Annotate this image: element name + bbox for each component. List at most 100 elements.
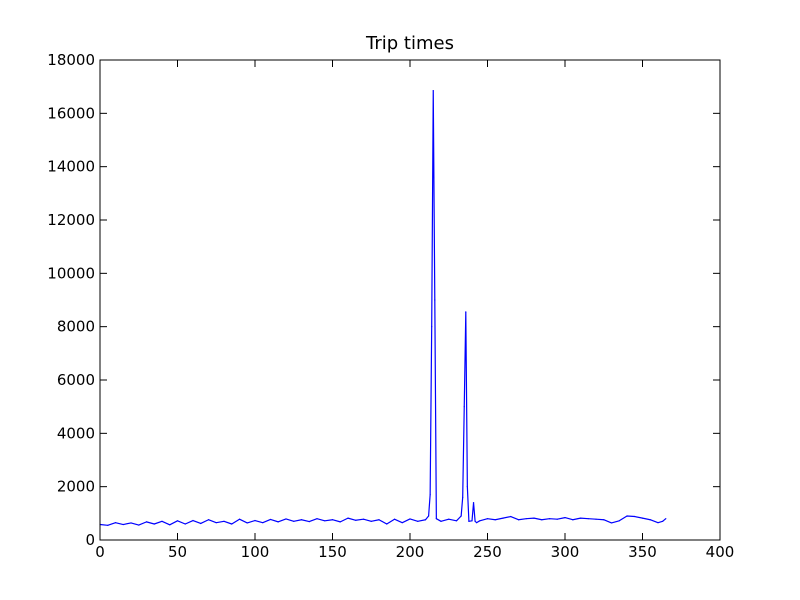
data-point [556, 518, 558, 520]
data-point [465, 311, 467, 313]
data-point [494, 519, 496, 521]
data-point [626, 515, 628, 517]
data-point [486, 518, 489, 520]
data-point [564, 517, 566, 519]
data-point [610, 522, 613, 524]
plot-frame [99, 59, 721, 541]
data-point [460, 515, 462, 517]
data-point [665, 518, 667, 520]
data-point [641, 517, 644, 519]
data-point [331, 519, 334, 521]
data-point [277, 521, 279, 523]
data-point [471, 520, 473, 522]
data-point [145, 521, 148, 523]
data-point [634, 515, 636, 518]
data-point [587, 518, 589, 520]
data-point [474, 520, 476, 522]
y-tick-label: 8000 [57, 318, 95, 336]
data-point [269, 518, 272, 521]
data-point [548, 518, 551, 520]
x-tick-label: 200 [396, 543, 425, 561]
data-point [169, 524, 171, 526]
x-tick-label: 350 [628, 543, 657, 561]
x-tick-label: 50 [168, 543, 187, 561]
data-point [432, 90, 434, 92]
data-point [161, 520, 163, 522]
data-point [254, 519, 256, 522]
data-point [324, 520, 326, 522]
data-point [476, 522, 478, 524]
y-tick-label: 4000 [57, 424, 95, 442]
data-point [378, 519, 380, 521]
y-axis-ticks: 0 2000 4000 6000 8000 10000 12000 14000 16000 180… [47, 51, 720, 549]
data-point [434, 299, 436, 301]
data-point [130, 522, 132, 524]
data-point [417, 520, 419, 522]
data-point [362, 518, 365, 520]
data-point [339, 521, 341, 523]
y-tick-label: 14000 [47, 158, 95, 176]
data-point [662, 520, 664, 522]
data-point [424, 519, 427, 521]
data-point [138, 524, 140, 526]
data-point [207, 519, 210, 521]
data-point [479, 520, 481, 522]
data-point [448, 518, 450, 520]
data-point [657, 522, 659, 524]
data-point [466, 486, 468, 488]
data-point [176, 520, 179, 522]
data-point [572, 519, 574, 521]
data-point [618, 520, 620, 522]
data-point [192, 519, 194, 522]
data-point [231, 523, 233, 525]
data-point [472, 502, 475, 504]
data-point [308, 521, 310, 523]
data-point [184, 523, 186, 525]
y-tick-label: 18000 [47, 51, 95, 69]
y-tick-label: 2000 [57, 478, 95, 496]
data-point [370, 520, 372, 522]
data-point [541, 519, 543, 521]
x-tick-label: 400 [706, 543, 735, 561]
data-point [347, 517, 349, 519]
data-point [525, 518, 527, 520]
data-point [285, 518, 287, 520]
data-point [409, 518, 411, 520]
data-point [246, 522, 248, 524]
data-point [431, 326, 433, 328]
data-point [462, 496, 464, 498]
data-point [603, 519, 605, 521]
data-point [215, 522, 217, 524]
data-point [238, 518, 241, 520]
x-tick-label: 0 [95, 543, 105, 561]
data-point [114, 522, 117, 524]
data-point [463, 406, 465, 408]
y-tick-label: 10000 [47, 264, 95, 282]
data-point [223, 520, 225, 522]
data-point [316, 518, 318, 520]
data-point [649, 519, 651, 521]
data-point [435, 518, 437, 520]
data-point [510, 515, 512, 518]
data-point [293, 520, 295, 522]
x-tick-label: 250 [473, 543, 502, 561]
x-tick-label: 150 [318, 543, 347, 561]
data-point [502, 517, 504, 519]
data-point [468, 520, 470, 522]
x-tick-label: 300 [551, 543, 580, 561]
data-point [401, 522, 403, 524]
data-point [440, 520, 442, 522]
data-point [200, 522, 202, 525]
data-point [386, 523, 388, 525]
y-tick-label: 12000 [47, 211, 95, 229]
data-point [579, 517, 582, 519]
data-point [262, 522, 264, 524]
data-point [429, 494, 431, 496]
data-point [455, 520, 458, 522]
chart-title: Trip times [365, 33, 454, 54]
y-tick-label: 6000 [57, 371, 95, 389]
data-point [107, 524, 109, 526]
x-tick-label: 100 [241, 543, 270, 561]
